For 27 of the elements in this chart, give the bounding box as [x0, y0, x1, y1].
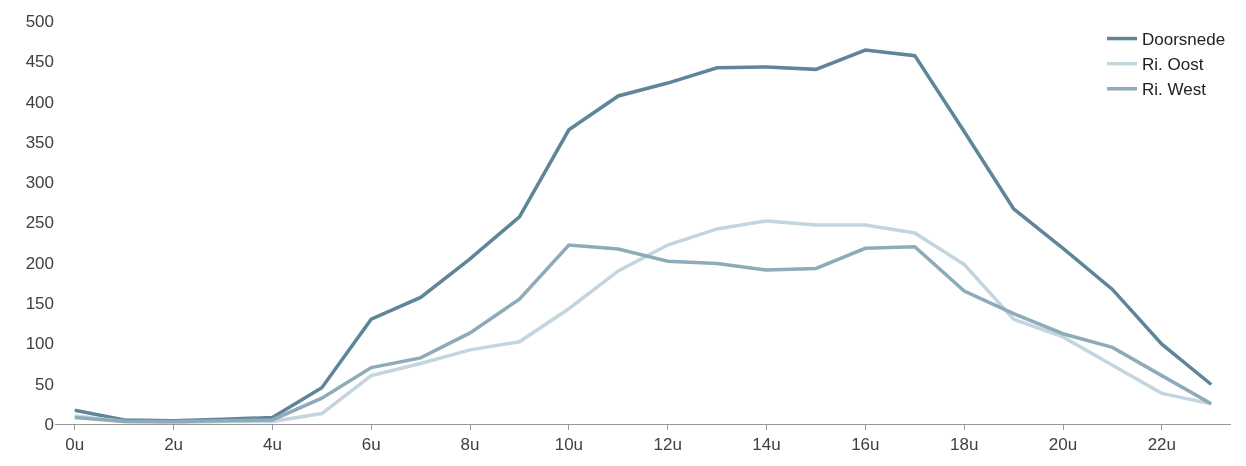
- y-tick-label: 350: [25, 132, 54, 152]
- y-tick-label: 150: [25, 294, 54, 314]
- x-tick-label: 14u: [752, 435, 781, 455]
- x-tick-label: 0u: [65, 435, 85, 455]
- y-tick-label: 200: [25, 253, 54, 273]
- x-tick-label: 6u: [361, 435, 381, 455]
- y-tick-label: 300: [25, 173, 54, 193]
- x-tick-label: 8u: [460, 435, 480, 455]
- legend-label: Ri. West: [1142, 80, 1207, 100]
- y-tick-label: 450: [25, 52, 54, 72]
- y-tick-label: 250: [25, 213, 54, 233]
- y-tick-label: 50: [35, 374, 54, 394]
- x-tick-label: 22u: [1147, 435, 1177, 455]
- x-tick-label: 18u: [949, 435, 979, 455]
- legend-label: Ri. Oost: [1142, 55, 1204, 75]
- x-tick-label: 16u: [851, 435, 880, 455]
- x-tick-label: 10u: [554, 435, 584, 455]
- y-tick-label: 500: [25, 11, 54, 31]
- y-tick-label: 100: [25, 334, 54, 354]
- y-tick-label: 400: [25, 92, 54, 112]
- y-tick-label: 0: [44, 414, 54, 434]
- x-tick-label: 2u: [164, 435, 184, 455]
- legend-label: Doorsnede: [1142, 30, 1226, 50]
- x-tick-label: 4u: [262, 435, 282, 455]
- x-tick-label: 12u: [653, 435, 682, 455]
- line-series: [73, 48, 1213, 423]
- x-tick-label: 20u: [1048, 435, 1078, 455]
